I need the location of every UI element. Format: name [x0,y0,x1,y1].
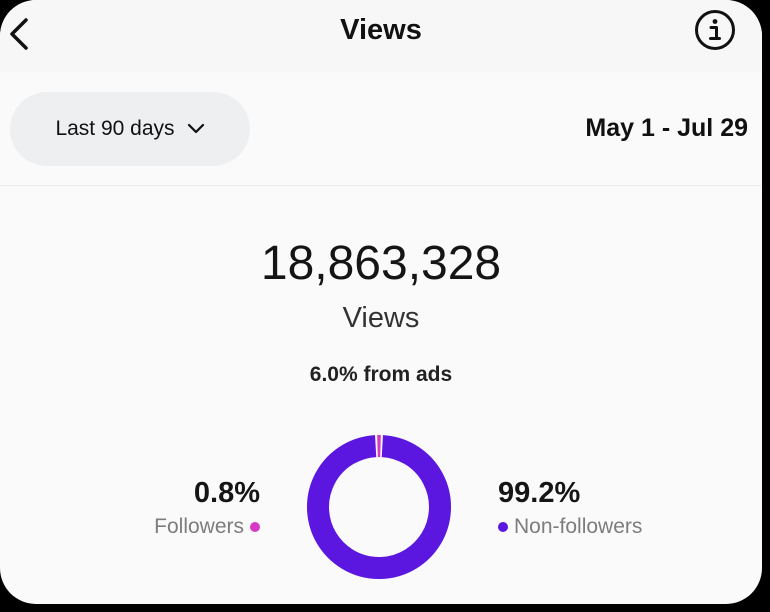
followers-legend-dot [250,522,260,532]
date-range-dropdown-label: Last 90 days [55,117,175,140]
non-followers-percent: 99.2% [498,477,581,509]
ads-share-text: 6.0% from ads [309,363,453,386]
non-followers-label: Non-followers [514,515,643,538]
views-label: Views [342,302,420,334]
info-icon[interactable] [694,9,736,51]
header: Views [0,0,762,72]
followers-label: Followers [154,515,244,538]
followers-percent: 0.8% [193,477,260,509]
back-icon[interactable] [4,12,38,52]
page-title: Views [340,14,422,46]
non-followers-legend-dot [498,522,508,532]
followers-stat: 0.8% Followers [120,474,260,542]
followers-donut-chart [307,435,451,579]
total-views-count: 18,863,328 [260,237,502,290]
date-range-text: May 1 - Jul 29 [585,114,748,142]
views-insights-screen: Views Last 90 days May 1 - Jul 29 18,863… [0,0,762,604]
filter-bar: Last 90 days May 1 - Jul 29 [0,72,762,186]
chevron-down-icon [187,123,204,134]
date-range-dropdown[interactable]: Last 90 days [10,92,250,166]
donut-segment-non-followers [307,435,451,579]
non-followers-stat: 99.2% Non-followers [498,474,698,542]
